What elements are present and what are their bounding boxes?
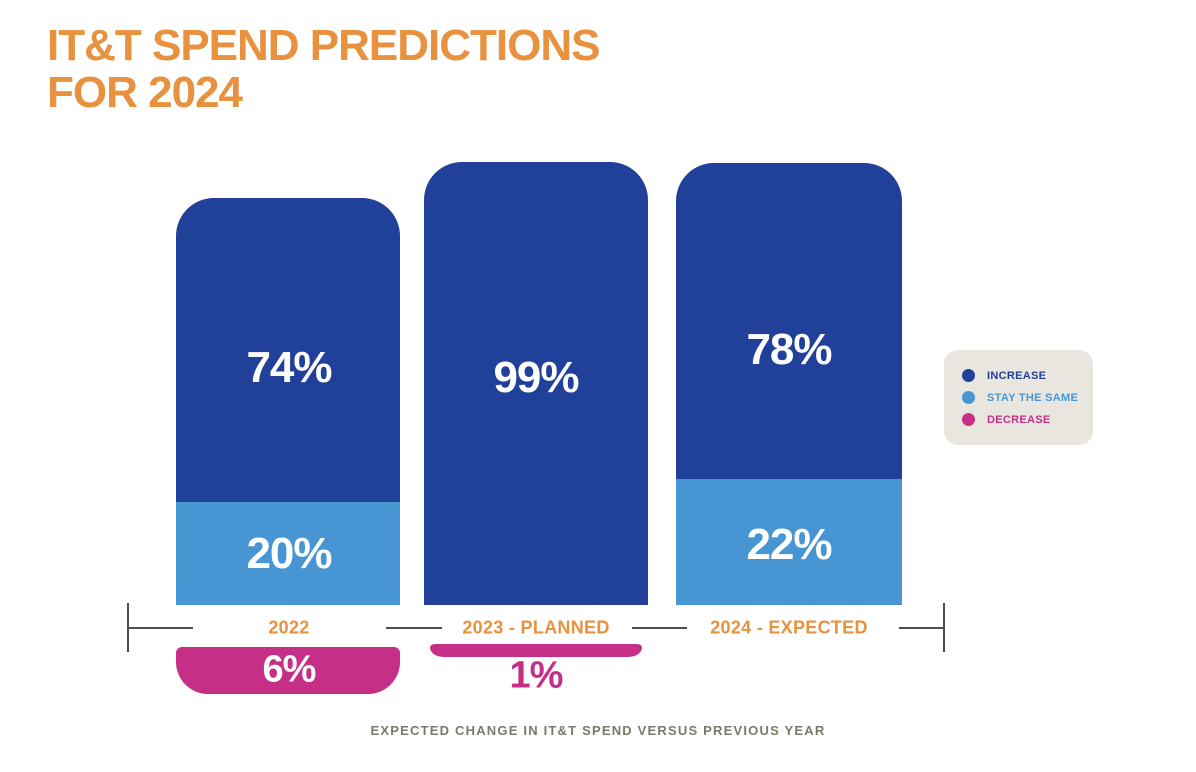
axis-end-tick-right bbox=[943, 603, 945, 652]
bar-2022-stay-segment bbox=[176, 502, 400, 605]
legend-item-stay-the-same: STAY THE SAME bbox=[962, 391, 1093, 404]
category-label-2023-planned: 2023 - PLANNED bbox=[462, 617, 610, 638]
value-label-2022-decrease: 6% bbox=[262, 648, 317, 691]
legend-label-increase: INCREASE bbox=[987, 369, 1047, 382]
axis-line-segment bbox=[899, 627, 945, 629]
bar-2023-increase-segment bbox=[424, 162, 648, 605]
legend-swatch-increase-icon bbox=[962, 369, 975, 382]
bar-2022-decrease-segment bbox=[176, 647, 400, 694]
value-label-2022-increase: 74% bbox=[246, 343, 332, 392]
axis-line-segment bbox=[127, 627, 193, 629]
page-title: IT&T SPEND PREDICTIONS FOR 2024 bbox=[47, 22, 600, 116]
page-title-line2: FOR 2024 bbox=[47, 68, 243, 117]
value-label-2022-stay: 20% bbox=[246, 529, 332, 578]
bar-2024-increase-segment bbox=[676, 163, 902, 479]
legend-label-decrease: DECREASE bbox=[987, 413, 1051, 426]
bar-2024-stay-segment bbox=[676, 479, 902, 605]
category-label-2024-expected: 2024 - EXPECTED bbox=[710, 617, 868, 638]
bar-2023-decrease-segment bbox=[430, 644, 642, 657]
category-label-2022: 2022 bbox=[268, 617, 310, 638]
axis-line-segment bbox=[632, 627, 687, 629]
legend-label-stay-the-same: STAY THE SAME bbox=[987, 391, 1079, 404]
x-axis-caption: EXPECTED CHANGE IN IT&T SPEND VERSUS PRE… bbox=[370, 723, 826, 738]
value-label-2024-increase: 78% bbox=[746, 325, 832, 374]
value-label-2023-decrease: 1% bbox=[509, 654, 564, 697]
legend: INCREASE STAY THE SAME DECREASE bbox=[944, 350, 1093, 445]
legend-swatch-decrease-icon bbox=[962, 413, 975, 426]
page-title-line1: IT&T SPEND PREDICTIONS bbox=[47, 21, 600, 70]
axis-line-segment bbox=[386, 627, 442, 629]
legend-item-decrease: DECREASE bbox=[962, 413, 1093, 426]
bar-2022-increase-segment bbox=[176, 198, 400, 502]
legend-item-increase: INCREASE bbox=[962, 369, 1093, 382]
value-label-2023-increase: 99% bbox=[493, 353, 579, 402]
legend-swatch-stay-the-same-icon bbox=[962, 391, 975, 404]
value-label-2024-stay: 22% bbox=[746, 520, 832, 569]
